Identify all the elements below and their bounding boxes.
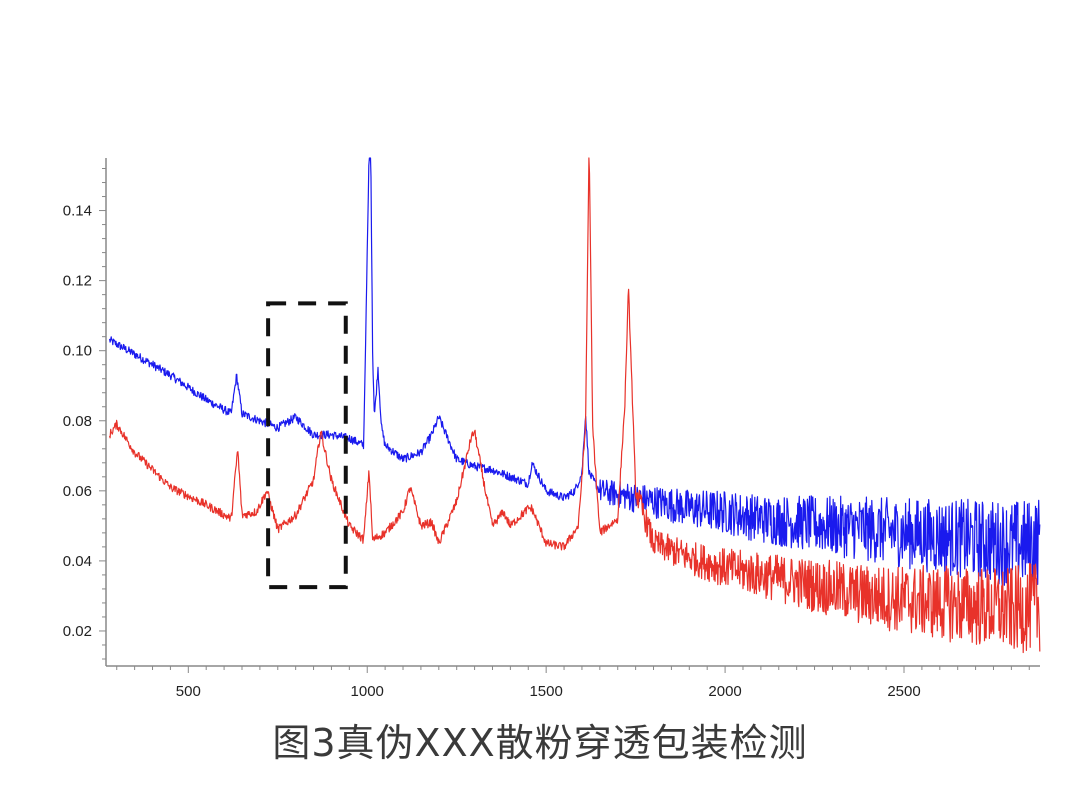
y-ticks: 0.02 0.04 0.06 0.08 0.10 0.12 0.14 — [63, 168, 106, 660]
series-line-1 — [109, 157, 1041, 586]
y-tick-label: 0.12 — [63, 273, 92, 290]
plot-series — [109, 157, 1041, 654]
x-tick-label: 1000 — [351, 683, 384, 700]
y-tick-label: 0.10 — [63, 343, 92, 360]
x-tick-label: 500 — [176, 683, 201, 700]
figure-caption: 图3真伪XXX散粉穿透包装检测 — [272, 721, 808, 765]
x-ticks: 500 1000 1500 2000 2500 — [116, 666, 1030, 700]
y-tick-label: 0.04 — [63, 553, 92, 570]
axes: 500 1000 1500 2000 2500 0.02 0.04 0.06 0.08 0.10… — [63, 158, 1040, 700]
x-tick-label: 2500 — [887, 683, 920, 700]
y-tick-label: 0.08 — [63, 413, 92, 430]
series-line-2 — [109, 157, 1041, 654]
y-tick-label: 0.06 — [63, 483, 92, 500]
x-tick-label: 2000 — [708, 683, 741, 700]
annotations — [266, 301, 348, 590]
dashed-highlight-box — [266, 301, 348, 590]
y-tick-label: 0.14 — [63, 203, 92, 220]
x-tick-label: 1500 — [529, 683, 562, 700]
y-tick-label: 0.02 — [63, 623, 92, 640]
